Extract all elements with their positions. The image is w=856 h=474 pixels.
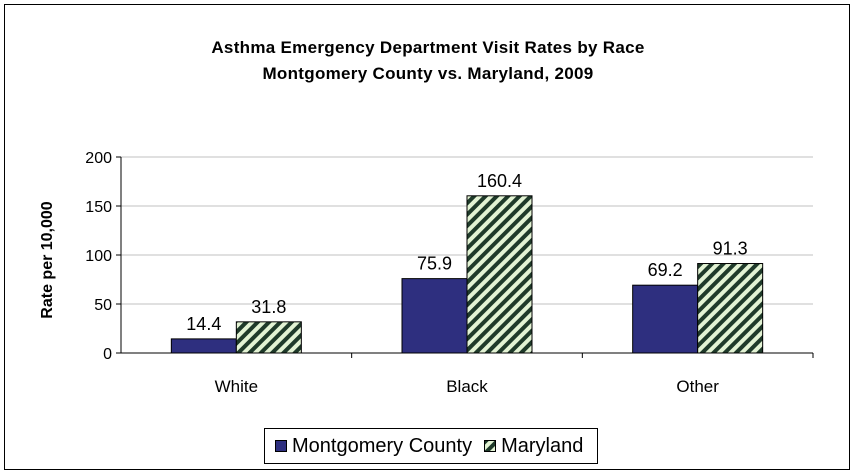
legend-item-maryland: Maryland — [484, 435, 583, 458]
bar-montgomery-county-black — [401, 278, 468, 354]
data-label: 160.4 — [477, 171, 522, 191]
data-label: 14.4 — [186, 314, 221, 334]
legend-swatch-maryland — [484, 440, 497, 452]
data-label: 31.8 — [251, 297, 286, 317]
y-tick-label: 50 — [94, 297, 112, 314]
chart-title: Asthma Emergency Department Visit Rates … — [211, 38, 645, 57]
y-tick-label: 200 — [85, 150, 112, 167]
x-tick-label-white: White — [215, 377, 258, 396]
bar-maryland-other — [697, 263, 764, 354]
chart-legend: Montgomery County Maryland — [264, 428, 598, 464]
legend-swatch-montgomery-county — [275, 440, 287, 452]
legend-item-montgomery-county: Montgomery County — [275, 435, 472, 458]
bar-montgomery-county-other — [632, 284, 699, 354]
legend-label-montgomery-county: Montgomery County — [292, 434, 473, 457]
bar-montgomery-county-white — [170, 338, 237, 354]
y-axis-label: Rate per 10,000 — [39, 201, 56, 319]
data-label: 91.3 — [713, 239, 748, 259]
y-tick-label: 150 — [85, 199, 112, 216]
chart-subtitle: Montgomery County vs. Maryland, 2009 — [262, 64, 594, 83]
y-tick-label: 100 — [85, 248, 112, 265]
bar-maryland-white — [235, 321, 302, 354]
x-tick-label-other: Other — [676, 377, 719, 396]
legend-label-maryland: Maryland — [501, 434, 584, 457]
data-label: 69.2 — [648, 260, 683, 280]
chart-frame — [4, 4, 850, 470]
data-label: 75.9 — [417, 254, 452, 274]
y-tick-label: 0 — [103, 346, 112, 363]
bar-maryland-black — [466, 195, 533, 354]
x-tick-label-black: Black — [446, 377, 488, 396]
